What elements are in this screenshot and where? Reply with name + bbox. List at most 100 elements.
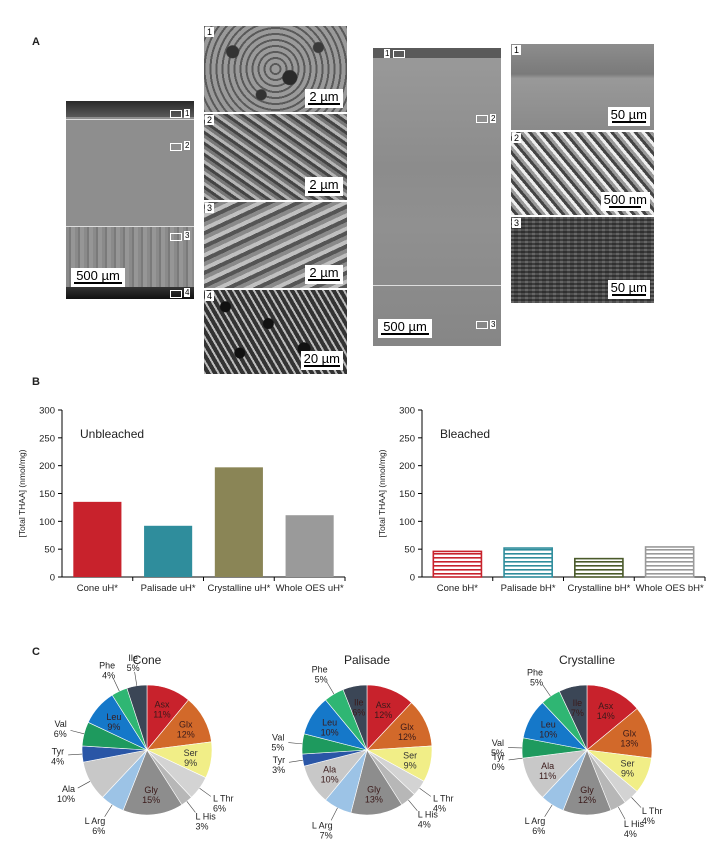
x-tick-label: Palisade uH*: [141, 583, 196, 594]
slice-value: 10%: [321, 775, 339, 785]
sem-left-bottom-edge: [66, 287, 194, 299]
slice-label: Gly: [144, 785, 158, 795]
sem-right-zoom-1: 1 50 µm: [510, 43, 655, 131]
slice-label: L Thr: [213, 793, 234, 803]
y-tick-label: 0: [410, 573, 415, 584]
pie-slices: [301, 684, 433, 816]
y-tick-label: 250: [39, 433, 55, 444]
sem-left-zoom-2: 2 2 µm: [203, 113, 348, 201]
leader-line: [330, 807, 338, 821]
leader-line: [508, 757, 523, 761]
zoom-scale-bar: 50 µm: [607, 280, 650, 299]
sem-left-zoom-1: 1 2 µm: [203, 25, 348, 113]
slice-label: Phe: [99, 660, 115, 670]
sem-left-zoom-4: 4 20 µm: [203, 289, 348, 375]
sem-right-zoom-3: 3 50 µm: [510, 216, 655, 304]
leader-line: [70, 730, 85, 735]
y-tick-label: 300: [399, 406, 415, 417]
bar: [644, 546, 695, 578]
sem-left-marker-num: 3: [184, 231, 191, 240]
zoom-number: 2: [512, 133, 522, 143]
slice-label: Ser: [184, 748, 198, 758]
slice-label: Glx: [623, 729, 637, 739]
slice-label: Gly: [580, 785, 594, 795]
slice-value: 14%: [597, 711, 615, 721]
scale-line: [609, 206, 642, 208]
slice-label: Phe: [312, 664, 328, 674]
x-tick-label: Whole OES bH*: [636, 583, 704, 594]
slice-value: 12%: [398, 732, 416, 742]
y-tick-label: 200: [39, 461, 55, 472]
sem-left-top-edge: [66, 101, 194, 117]
slice-label: L His: [196, 811, 217, 821]
scale-label: 2 µm: [309, 177, 339, 192]
zoom-scale-bar: 2 µm: [305, 89, 343, 108]
slice-value: 5%: [315, 674, 328, 684]
slice-label: Ile: [354, 698, 364, 708]
leader-line: [618, 806, 626, 820]
bar: [73, 501, 122, 577]
leader-line: [542, 684, 551, 697]
leader-line: [544, 804, 553, 817]
slice-value: 3%: [196, 821, 209, 831]
zoom-number: 4: [205, 291, 215, 301]
chart-title: Unbleached: [80, 427, 144, 441]
scale-label: 500 µm: [76, 268, 120, 283]
slice-value: 4%: [102, 670, 115, 680]
scale-label: 20 µm: [303, 351, 340, 366]
sem-left-marker-4: [170, 290, 182, 298]
slice-label: Ala: [323, 765, 336, 775]
slice-label: L Thr: [642, 806, 663, 816]
zoom-scale-bar: 20 µm: [300, 351, 343, 370]
slice-value: 5%: [530, 677, 543, 687]
scale-line: [303, 365, 340, 367]
slice-label: L His: [624, 819, 645, 829]
slice-label: Glx: [179, 720, 193, 730]
pie-slice: [342, 684, 368, 751]
slice-label: Ile: [573, 698, 583, 708]
y-tick-label: 50: [404, 545, 415, 556]
zoom-scale-bar: 500 nm: [600, 192, 650, 211]
slice-value: 13%: [365, 795, 383, 805]
slice-value: 7%: [320, 830, 333, 840]
scale-label: 2 µm: [309, 89, 339, 104]
slice-value: 6%: [213, 803, 226, 813]
slice-label: Leu: [322, 717, 337, 727]
sem-left-marker-3: [170, 233, 182, 241]
panel-label-b: B: [32, 376, 40, 388]
sem-left-zoom-3: 3 2 µm: [203, 201, 348, 289]
sem-left-marker-num: 1: [184, 109, 191, 118]
slice-value: 6%: [54, 729, 67, 739]
y-tick-label: 50: [44, 545, 55, 556]
scale-label: 500 µm: [383, 319, 427, 334]
slice-value: 15%: [142, 795, 160, 805]
leader-line: [113, 678, 120, 692]
sem-left-scale-bar: 500 µm: [71, 268, 125, 287]
slice-label: Tyr: [273, 755, 286, 765]
slice-label: Asx: [154, 699, 170, 709]
slice-label: Ala: [541, 761, 554, 771]
slice-value: 9%: [404, 761, 417, 771]
pie-slices: [521, 684, 653, 816]
y-tick-label: 250: [399, 433, 415, 444]
sem-left-marker-1: [170, 110, 182, 118]
pie-slices: [81, 684, 213, 816]
leader-line: [199, 787, 212, 797]
pie-slice: [122, 749, 183, 816]
slice-value: 6%: [92, 826, 105, 836]
leader-line: [77, 781, 91, 789]
chart-title: Bleached: [440, 427, 490, 441]
slice-value: 6%: [532, 826, 545, 836]
sem-right-scale-bar: 500 µm: [378, 319, 432, 338]
scale-line: [611, 121, 646, 123]
scale-label: 50 µm: [610, 107, 647, 122]
slice-label: Tyr: [492, 752, 505, 762]
slice-value: 4%: [433, 803, 446, 813]
zoom-scale-bar: 50 µm: [607, 107, 650, 126]
slice-value: 13%: [620, 739, 638, 749]
slice-label: Asx: [598, 701, 614, 711]
slice-label: Ser: [403, 751, 417, 761]
